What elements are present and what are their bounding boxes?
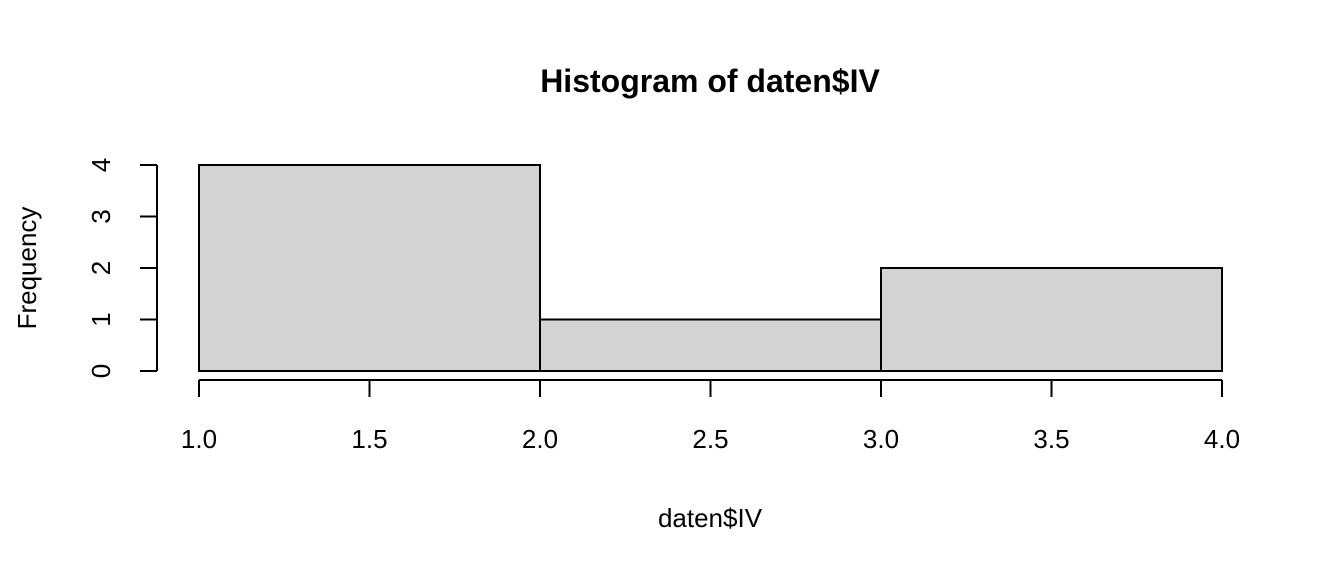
y-tick-label-3: 3 [86, 209, 116, 223]
x-tick-label-4: 3.0 [863, 424, 899, 454]
chart-title: Histogram of daten$IV [540, 63, 880, 99]
x-axis: 1.0 1.5 2.0 2.5 3.0 3.5 4.0 [181, 379, 1240, 454]
x-tick-label-1: 1.5 [351, 424, 387, 454]
y-tick-label-4: 4 [86, 158, 116, 172]
histogram-bar-2 [539, 318, 882, 372]
histogram-bar-1 [198, 164, 541, 372]
bars-group [198, 164, 1223, 372]
x-tick-label-2: 2.0 [522, 424, 558, 454]
x-tick-label-0: 1.0 [181, 424, 217, 454]
histogram-bar-3 [880, 267, 1223, 372]
x-tick-label-5: 3.5 [1033, 424, 1069, 454]
x-axis-label: daten$IV [658, 503, 763, 533]
x-tick-label-3: 2.5 [692, 424, 728, 454]
y-tick-label-1: 1 [86, 312, 116, 326]
y-tick-label-2: 2 [86, 261, 116, 275]
y-axis: 0 1 2 3 4 [86, 158, 158, 378]
x-tick-label-6: 4.0 [1204, 424, 1240, 454]
y-tick-label-0: 0 [86, 364, 116, 378]
y-axis-label: Frequency [12, 207, 42, 330]
